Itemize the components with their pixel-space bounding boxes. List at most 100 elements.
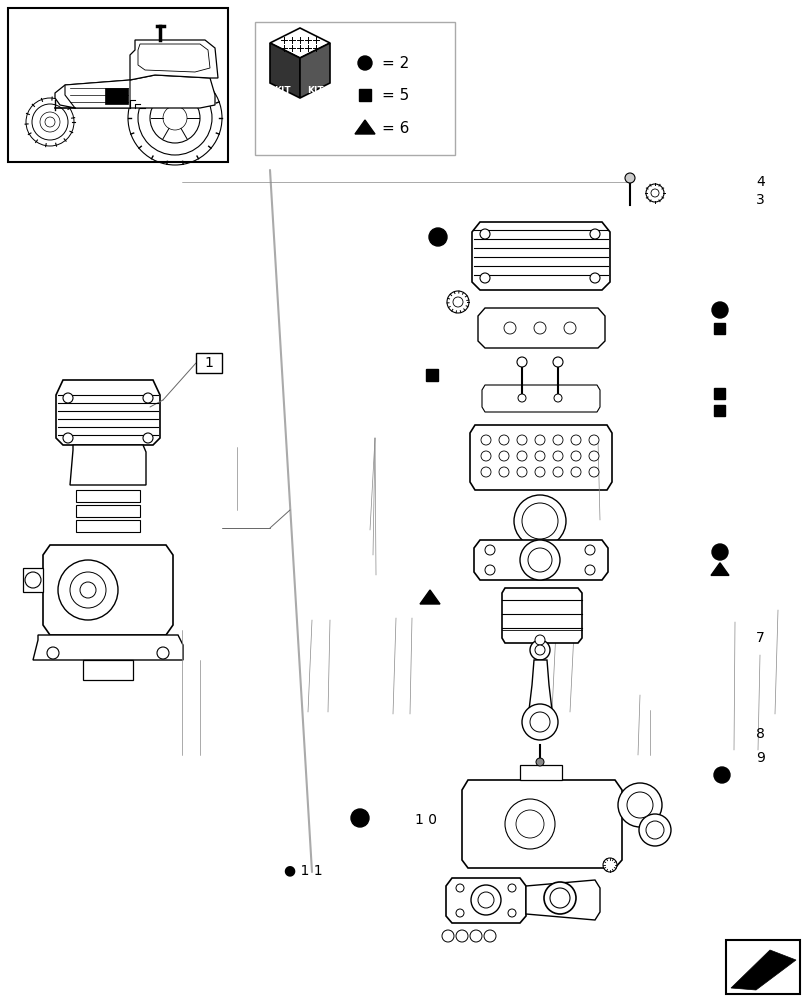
Polygon shape: [474, 540, 607, 580]
Circle shape: [499, 435, 508, 445]
Circle shape: [624, 173, 634, 183]
Circle shape: [590, 229, 599, 239]
Circle shape: [646, 821, 663, 839]
Circle shape: [517, 451, 526, 461]
Circle shape: [484, 565, 495, 575]
Circle shape: [534, 467, 544, 477]
Circle shape: [638, 814, 670, 846]
Circle shape: [350, 809, 368, 827]
Polygon shape: [482, 385, 599, 412]
Circle shape: [143, 393, 152, 403]
Circle shape: [543, 882, 575, 914]
Polygon shape: [33, 635, 182, 660]
Bar: [105, 88, 128, 104]
Circle shape: [483, 930, 496, 942]
Polygon shape: [730, 950, 795, 990]
Polygon shape: [43, 545, 173, 635]
Bar: [358, 89, 371, 101]
Polygon shape: [270, 28, 329, 58]
Circle shape: [358, 56, 371, 70]
Circle shape: [588, 451, 599, 461]
Circle shape: [499, 451, 508, 461]
Circle shape: [480, 451, 491, 461]
Text: = 5: = 5: [381, 88, 409, 103]
Polygon shape: [526, 880, 599, 920]
Text: 3: 3: [755, 193, 764, 207]
Circle shape: [588, 435, 599, 445]
Text: = 2: = 2: [381, 56, 409, 71]
Polygon shape: [710, 563, 728, 575]
Circle shape: [603, 858, 616, 872]
Circle shape: [530, 712, 549, 732]
Circle shape: [617, 783, 661, 827]
Circle shape: [530, 640, 549, 660]
Text: 1: 1: [204, 356, 213, 370]
Polygon shape: [471, 222, 609, 290]
Circle shape: [441, 930, 453, 942]
Circle shape: [508, 884, 515, 892]
Circle shape: [519, 540, 560, 580]
Circle shape: [58, 560, 118, 620]
Circle shape: [535, 758, 543, 766]
Circle shape: [517, 467, 526, 477]
Polygon shape: [83, 660, 133, 680]
Circle shape: [534, 451, 544, 461]
Polygon shape: [270, 43, 299, 98]
Circle shape: [570, 435, 581, 445]
Polygon shape: [23, 568, 43, 592]
Polygon shape: [445, 878, 526, 923]
Circle shape: [456, 884, 463, 892]
Circle shape: [480, 435, 491, 445]
Polygon shape: [55, 75, 215, 108]
Circle shape: [453, 297, 462, 307]
Circle shape: [534, 645, 544, 655]
Bar: [725, 940, 799, 994]
Circle shape: [527, 548, 551, 572]
Circle shape: [534, 435, 544, 445]
Circle shape: [25, 572, 41, 588]
Polygon shape: [299, 43, 329, 98]
Circle shape: [499, 467, 508, 477]
Circle shape: [552, 467, 562, 477]
Circle shape: [711, 302, 727, 318]
Polygon shape: [76, 520, 139, 532]
Circle shape: [534, 635, 544, 645]
Circle shape: [521, 704, 557, 740]
Circle shape: [711, 544, 727, 560]
Circle shape: [508, 909, 515, 917]
Text: 8: 8: [755, 727, 764, 741]
Circle shape: [534, 322, 545, 334]
Circle shape: [570, 451, 581, 461]
Circle shape: [484, 545, 495, 555]
Bar: [426, 369, 437, 381]
Circle shape: [584, 545, 594, 555]
Circle shape: [584, 565, 594, 575]
Circle shape: [63, 393, 73, 403]
Polygon shape: [354, 120, 375, 134]
Circle shape: [143, 433, 152, 443]
Text: 1 0: 1 0: [414, 813, 436, 827]
Circle shape: [517, 435, 526, 445]
Text: = 6: = 6: [381, 121, 409, 136]
Bar: [255, 22, 454, 155]
Polygon shape: [76, 505, 139, 517]
Bar: [195, 353, 221, 373]
Circle shape: [446, 291, 469, 313]
Polygon shape: [70, 445, 146, 485]
Circle shape: [553, 394, 561, 402]
Bar: [8, 8, 228, 162]
Text: 4: 4: [755, 175, 764, 189]
Circle shape: [650, 189, 659, 197]
Polygon shape: [461, 780, 621, 868]
Circle shape: [646, 184, 663, 202]
Polygon shape: [470, 425, 611, 490]
Circle shape: [552, 357, 562, 367]
Circle shape: [564, 322, 575, 334]
Polygon shape: [65, 80, 130, 108]
Circle shape: [626, 792, 652, 818]
Text: KIT: KIT: [273, 86, 290, 95]
Polygon shape: [478, 308, 604, 348]
Polygon shape: [419, 590, 440, 604]
Polygon shape: [56, 380, 160, 445]
Bar: [714, 322, 724, 334]
